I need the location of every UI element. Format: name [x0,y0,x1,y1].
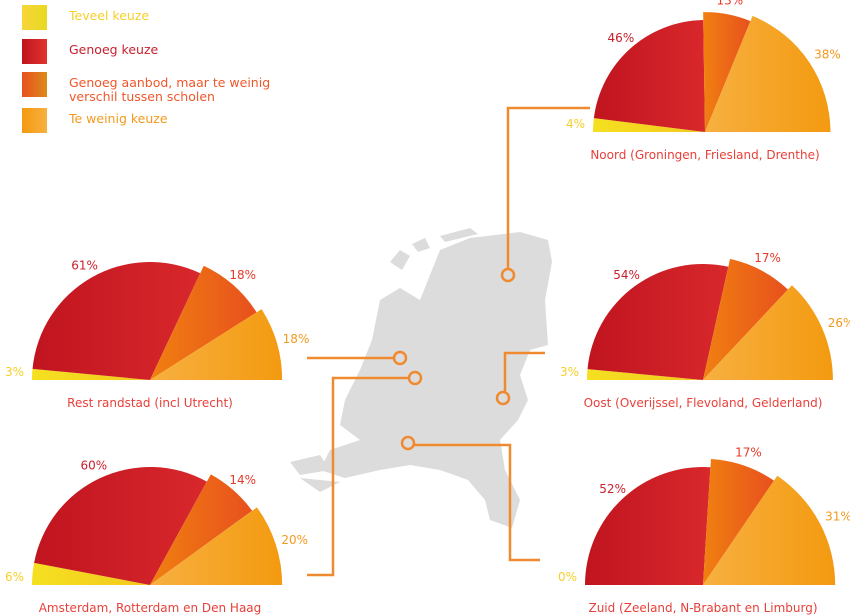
data-label: 3% [560,365,579,379]
data-label: 31% [825,510,850,524]
data-label: 6% [5,570,24,584]
chart-title: Amsterdam, Rotterdam en Den Haag [39,601,262,615]
data-label: 13% [716,0,743,7]
slice-teveel [587,369,703,380]
data-label: 52% [599,482,626,496]
slice-genoeg [32,262,201,380]
legend-label: Genoeg aanbod, maar te weinig verschil t… [69,75,271,104]
data-label: 17% [735,445,762,459]
slice-weinig [703,475,836,585]
legend-item-weinig: Te weinig keuze [22,108,168,133]
slice-aanbod [150,474,253,585]
slice-teveel [32,562,150,585]
region-marker [407,370,423,386]
data-label: 17% [754,251,781,265]
data-label: 61% [71,258,98,272]
region-marker [500,267,516,283]
slice-genoeg [585,467,711,585]
slice-aanbod [703,12,751,132]
data-label: 18% [229,268,256,282]
chart-title: Zuid (Zeeland, N-Brabant en Limburg) [588,601,817,615]
legend-label: Genoeg keuze [69,42,159,57]
connector-line [408,443,540,562]
connector-line [307,376,415,577]
slice-genoeg [593,20,705,133]
legend-label: Te weinig keuze [69,111,168,126]
slice-teveel [32,368,150,380]
slice-teveel [593,118,705,132]
half-pie-chart: 0% 52% 17% 31% Zuid (Zeeland, N-Brabant en L… [558,445,850,615]
data-label: 38% [814,47,841,61]
legend-swatch [22,72,47,97]
data-label: 4% [566,117,585,131]
data-label: 46% [608,31,635,45]
legend-swatch [22,108,47,133]
legend-swatch [22,5,47,30]
region-marker [392,350,408,366]
half-pie-chart: 4% 46% 13% 38% Noord (Groningen, Friesland, … [566,0,841,162]
chart-title: Oost (Overijssel, Flevoland, Gelderland) [584,396,823,410]
data-label: 54% [613,268,640,282]
legend-item-genoeg: Genoeg keuze [22,39,158,64]
chart-title: Noord (Groningen, Friesland, Drenthe) [590,148,819,162]
data-label: 18% [283,332,310,346]
slice-aanbod [703,458,774,585]
legend-item-teveel: Teveel keuze [22,5,149,30]
slice-weinig [703,285,833,380]
region-marker [495,390,511,406]
slice-weinig [150,507,283,585]
data-label: 26% [828,316,850,330]
data-label: 20% [281,533,308,547]
half-pie-chart: 6% 60% 14% 20% Amsterdam, Rotterdam en Den H… [5,459,308,615]
slice-weinig [150,309,283,380]
chart-title: Rest randstad (incl Utrecht) [67,396,233,410]
slice-genoeg [587,264,729,380]
data-label: 0% [558,570,577,584]
data-label: 3% [5,365,24,379]
data-label: 14% [229,473,256,487]
slice-aanbod [150,265,257,380]
connector-line [506,106,590,275]
legend-item-aanbod: Genoeg aanbod, maar te weinig verschil t… [22,72,309,104]
slice-weinig [705,15,831,133]
slice-genoeg [34,467,207,585]
connector-line [503,351,545,398]
half-pie-chart: 3% 61% 18% 18% Rest randstad (incl Utrecht) [5,258,309,410]
legend-label: Teveel keuze [69,8,150,23]
legend-swatch [22,39,47,64]
region-marker [400,435,416,451]
slice-aanbod [703,258,788,380]
data-label: 60% [80,459,107,473]
half-pie-chart: 3% 54% 17% 26% Oost (Overijssel, Flevoland, … [560,251,850,410]
